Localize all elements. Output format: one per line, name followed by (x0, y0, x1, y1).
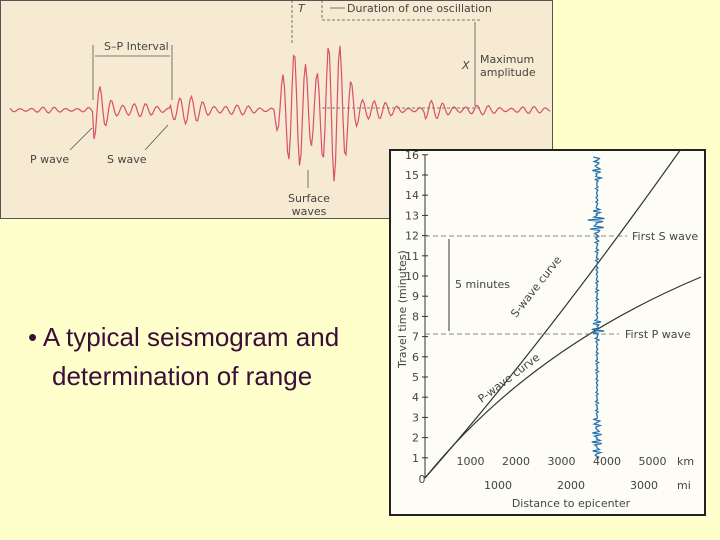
y-tick-label: 11 (405, 250, 419, 263)
seismogram-trace (9, 45, 551, 182)
mi-tick-label: 3000 (630, 479, 658, 492)
y-tick-label: 13 (405, 209, 419, 222)
s-wave-label: S wave (107, 153, 147, 166)
amplitude-label: amplitude (480, 66, 536, 79)
y-tick-label: 9 (412, 290, 419, 303)
bullet-content: A typical seismogram and determination o… (42, 322, 340, 391)
km-tick-label: 1000 (457, 455, 485, 468)
period-label: T (298, 2, 306, 15)
y-tick-label: 14 (405, 189, 419, 202)
y-tick-label: 5 (412, 371, 419, 384)
origin-label: 0 (419, 473, 426, 486)
surface-label: Surface (288, 192, 330, 205)
y-tick-label: 10 (405, 270, 419, 283)
sp-interval-label: S–P Interval (104, 40, 169, 53)
p-wave-label: P wave (30, 153, 69, 166)
y-tick-label: 15 (405, 169, 419, 182)
y-tick-label: 1 (412, 452, 419, 465)
mi-tick-label: 1000 (484, 479, 512, 492)
seismogram-image: T Duration of one oscillation S–P Interv… (0, 0, 553, 219)
km-tick-label: 2000 (502, 455, 530, 468)
y-tick-label: 7 (412, 331, 419, 344)
x-axis-label: Distance to epicenter (512, 497, 631, 510)
p-wave-curve (424, 276, 702, 479)
y-tick-label: 2 (412, 432, 419, 445)
duration-label: Duration of one oscillation (347, 2, 492, 15)
mi-unit: mi (677, 479, 691, 492)
guide-lines (425, 235, 627, 335)
mi-tick-label: 2000 (557, 479, 585, 492)
first-s-label: First S wave (632, 230, 698, 243)
km-tick-label: 4000 (593, 455, 621, 468)
km-unit: km (677, 455, 694, 468)
travel-time-graph: Travel time (minutes) 0 km mi Distance t… (389, 149, 706, 516)
y-tick-label: 6 (412, 351, 419, 364)
y-tick-label: 12 (405, 230, 419, 243)
first-p-label: First P wave (625, 328, 691, 341)
km-tick-label: 3000 (548, 455, 576, 468)
interval-label: 5 minutes (455, 278, 510, 291)
graph-background (389, 149, 706, 516)
y-tick-label: 3 (412, 411, 419, 424)
y-tick-label: 8 (412, 310, 419, 323)
surface-label: waves (292, 205, 327, 218)
annotation-lines (69, 0, 480, 188)
bullet-text: • A typical seismogram and determination… (28, 322, 340, 391)
y-tick-label: 16 (405, 149, 419, 162)
amplitude-label: Maximum (480, 53, 534, 66)
amplitude-symbol: X (461, 59, 470, 72)
y-tick-label: 4 (412, 391, 419, 404)
y-axis-label: Travel time (minutes) (396, 250, 409, 369)
seismogram-trace (587, 156, 605, 459)
km-tick-label: 5000 (639, 455, 667, 468)
